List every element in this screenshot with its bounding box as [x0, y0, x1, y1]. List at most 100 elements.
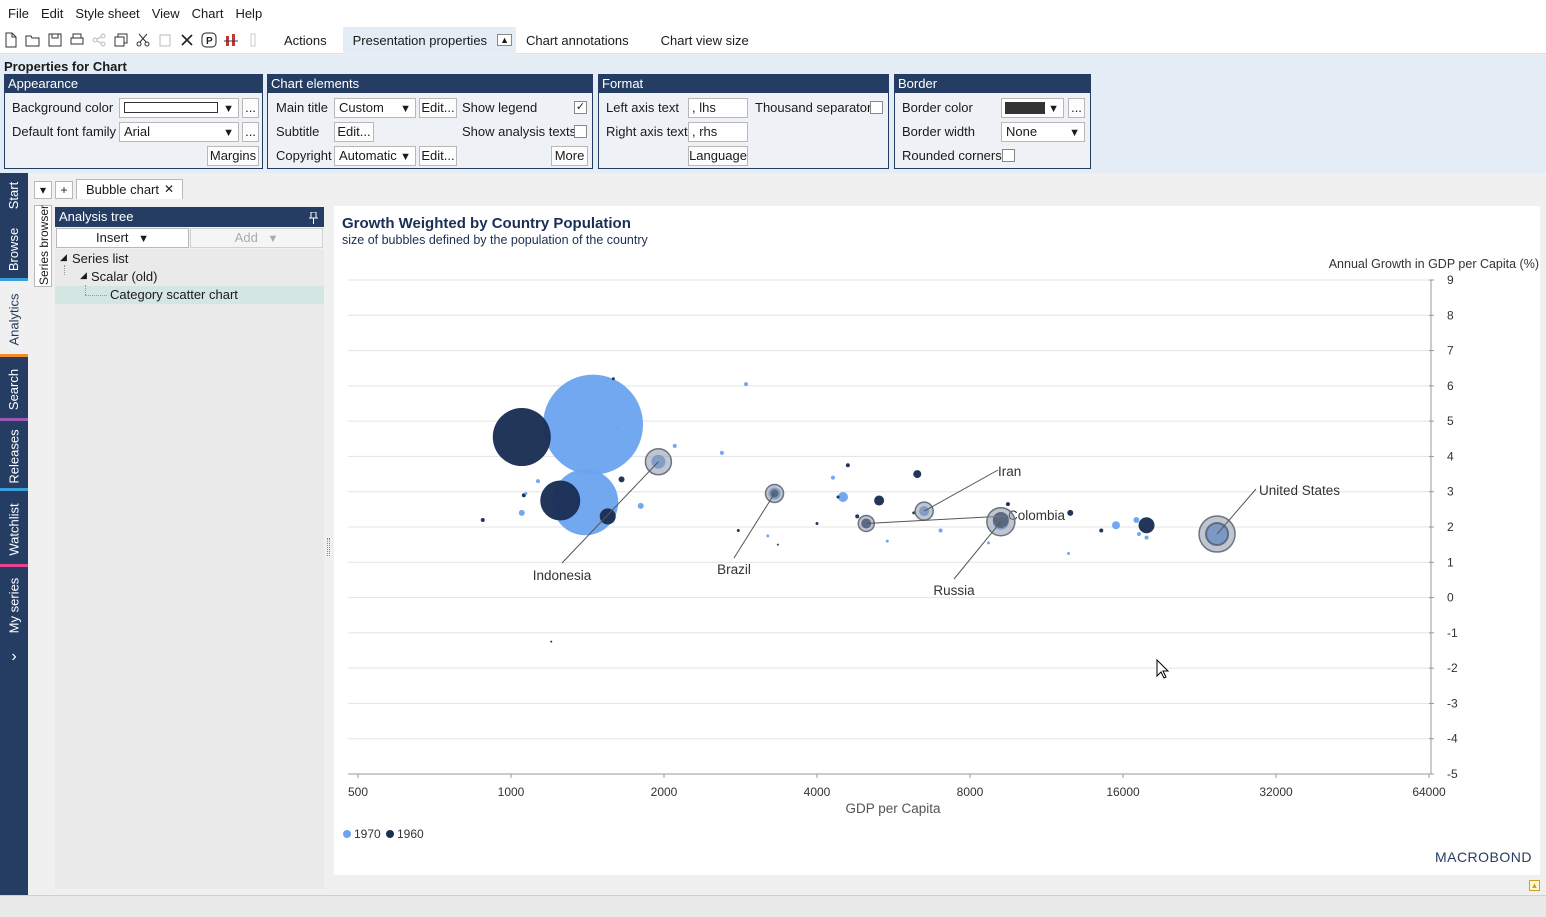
- tab-list-dropdown-icon[interactable]: ▾: [34, 181, 52, 199]
- tree-node-series-list[interactable]: Series list: [72, 251, 129, 266]
- left-axis-text-input[interactable]: , lhs: [688, 98, 748, 118]
- language-button[interactable]: Language: [688, 146, 748, 166]
- subtitle-edit-button[interactable]: Edit...: [334, 122, 374, 142]
- insert-button-label: Insert: [95, 230, 129, 245]
- y-tick-label: -4: [1447, 732, 1458, 746]
- expand-triangle-icon[interactable]: ◢: [80, 270, 87, 280]
- show-analysis-texts-checkbox[interactable]: [574, 125, 587, 138]
- share-icon[interactable]: [88, 29, 110, 51]
- default-font-family-select[interactable]: Arial ▼: [119, 122, 239, 142]
- border-width-select[interactable]: None ▼: [1001, 122, 1085, 142]
- copy-icon[interactable]: [110, 29, 132, 51]
- rounded-corners-checkbox[interactable]: [1002, 149, 1015, 162]
- bubble-1960: [611, 377, 615, 381]
- left-sidebar: Start Browse Analytics Search Releases W…: [0, 173, 28, 895]
- pin-icon[interactable]: [309, 210, 318, 230]
- open-folder-icon[interactable]: [22, 29, 44, 51]
- save-icon[interactable]: [44, 29, 66, 51]
- bubble-1960: [599, 508, 616, 525]
- cut-icon[interactable]: [132, 29, 154, 51]
- sidebar-tab-label: Start: [6, 181, 22, 209]
- tab-chart-view-size[interactable]: Chart view size: [660, 32, 749, 48]
- warning-icon[interactable]: ▲: [1529, 880, 1540, 891]
- sidebar-tab-my-series[interactable]: My series: [0, 567, 28, 643]
- collapse-ribbon-icon[interactable]: ▲: [497, 34, 512, 46]
- sidebar-tab-watchlist[interactable]: Watchlist: [0, 491, 28, 567]
- insert-button[interactable]: Insert ▼: [56, 228, 189, 248]
- main-title-select[interactable]: Custom ▼: [334, 98, 416, 118]
- x-tick-label: 1000: [498, 785, 525, 799]
- print-icon[interactable]: [66, 29, 88, 51]
- tab-presentation-properties[interactable]: Presentation properties ▲: [342, 26, 516, 54]
- background-color-select[interactable]: ▼: [119, 98, 239, 118]
- paste-icon[interactable]: [154, 29, 176, 51]
- tree-node-category-scatter-chart[interactable]: Category scatter chart: [110, 287, 238, 302]
- chart-type-icon[interactable]: [220, 29, 242, 51]
- expand-triangle-icon[interactable]: ◢: [60, 252, 67, 262]
- background-color-more-button[interactable]: ...: [242, 98, 259, 118]
- copyright-edit-button[interactable]: Edit...: [419, 146, 457, 166]
- presentation-mode-icon[interactable]: P: [198, 29, 220, 51]
- menu-help[interactable]: Help: [235, 6, 263, 21]
- margins-button[interactable]: Margins: [207, 146, 259, 166]
- bubble-1960: [480, 517, 485, 522]
- menu-edit[interactable]: Edit: [40, 6, 64, 21]
- macrobond-logo: MACROBOND: [1435, 849, 1532, 865]
- y-tick-label: 6: [1447, 379, 1454, 393]
- country-label: Colombia: [1008, 508, 1066, 523]
- new-document-icon[interactable]: [0, 29, 22, 51]
- border-width-label: Border width: [902, 124, 975, 139]
- add-tab-icon[interactable]: +: [55, 181, 73, 199]
- copyright-select[interactable]: Automatic ▼: [334, 146, 416, 166]
- menu-file[interactable]: File: [8, 6, 29, 21]
- border-color-more-button[interactable]: ...: [1068, 98, 1085, 118]
- sidebar-tab-accent: [0, 278, 28, 281]
- tab-bubble-chart[interactable]: Bubble chart ✕: [76, 179, 183, 199]
- sidebar-tab-accent: [0, 418, 28, 421]
- properties-title: Properties for Chart: [4, 59, 127, 74]
- series-browser-tab[interactable]: Series browser: [34, 205, 52, 287]
- subtitle-label: Subtitle: [276, 124, 320, 139]
- sidebar-tab-start[interactable]: Start: [0, 173, 28, 217]
- legend-label-1960: 1960: [397, 827, 424, 841]
- bubble-1960: [776, 543, 779, 546]
- chevron-down-icon: ▼: [400, 103, 411, 115]
- bubble-1960: [913, 470, 922, 479]
- more-button[interactable]: More: [551, 146, 588, 166]
- border-color-select[interactable]: ▼: [1001, 98, 1064, 118]
- y-tick-label: 0: [1447, 591, 1454, 605]
- font-more-button[interactable]: ...: [242, 122, 259, 142]
- bubble-1970: [1136, 532, 1141, 537]
- leader-line: [1216, 488, 1257, 535]
- add-button[interactable]: Add ▼: [190, 228, 323, 248]
- main-title-label: Main title: [276, 100, 329, 115]
- tree-node-scalar[interactable]: Scalar (old): [91, 269, 158, 284]
- analysis-tree-title: Analysis tree: [59, 209, 134, 224]
- chevron-down-icon: ▼: [223, 127, 234, 139]
- delete-icon[interactable]: [176, 29, 198, 51]
- thousand-separator-checkbox[interactable]: [870, 101, 883, 114]
- show-legend-checkbox[interactable]: ✓: [574, 101, 587, 114]
- close-icon[interactable]: ✕: [163, 182, 174, 196]
- tab-chart-annotations[interactable]: Chart annotations: [525, 32, 629, 48]
- panel-splitter[interactable]: [327, 538, 330, 556]
- sidebar-tab-accent: [0, 564, 28, 567]
- right-axis-text-input[interactable]: , rhs: [688, 122, 748, 142]
- sidebar-tab-label: Releases: [6, 428, 22, 484]
- tab-actions[interactable]: Actions: [284, 32, 327, 48]
- chart-panel: Growth Weighted by Country Population si…: [334, 206, 1540, 875]
- sidebar-tab-analytics[interactable]: Analytics: [0, 281, 28, 357]
- bubble-1970: [1133, 516, 1140, 523]
- sidebar-tab-releases[interactable]: Releases: [0, 421, 28, 491]
- x-tick-label: 32000: [1259, 785, 1293, 799]
- menu-view[interactable]: View: [151, 6, 180, 21]
- y-tick-label: 5: [1447, 414, 1454, 428]
- main-title-edit-button[interactable]: Edit...: [419, 98, 457, 118]
- sidebar-expand-icon[interactable]: ›: [0, 647, 28, 667]
- show-legend-label: Show legend: [462, 100, 538, 115]
- menu-chart[interactable]: Chart: [191, 6, 224, 21]
- sidebar-tab-browse[interactable]: Browse: [0, 217, 28, 281]
- menu-style-sheet[interactable]: Style sheet: [75, 6, 140, 21]
- main-title-value: Custom: [339, 100, 384, 115]
- sidebar-tab-search[interactable]: Search: [0, 357, 28, 421]
